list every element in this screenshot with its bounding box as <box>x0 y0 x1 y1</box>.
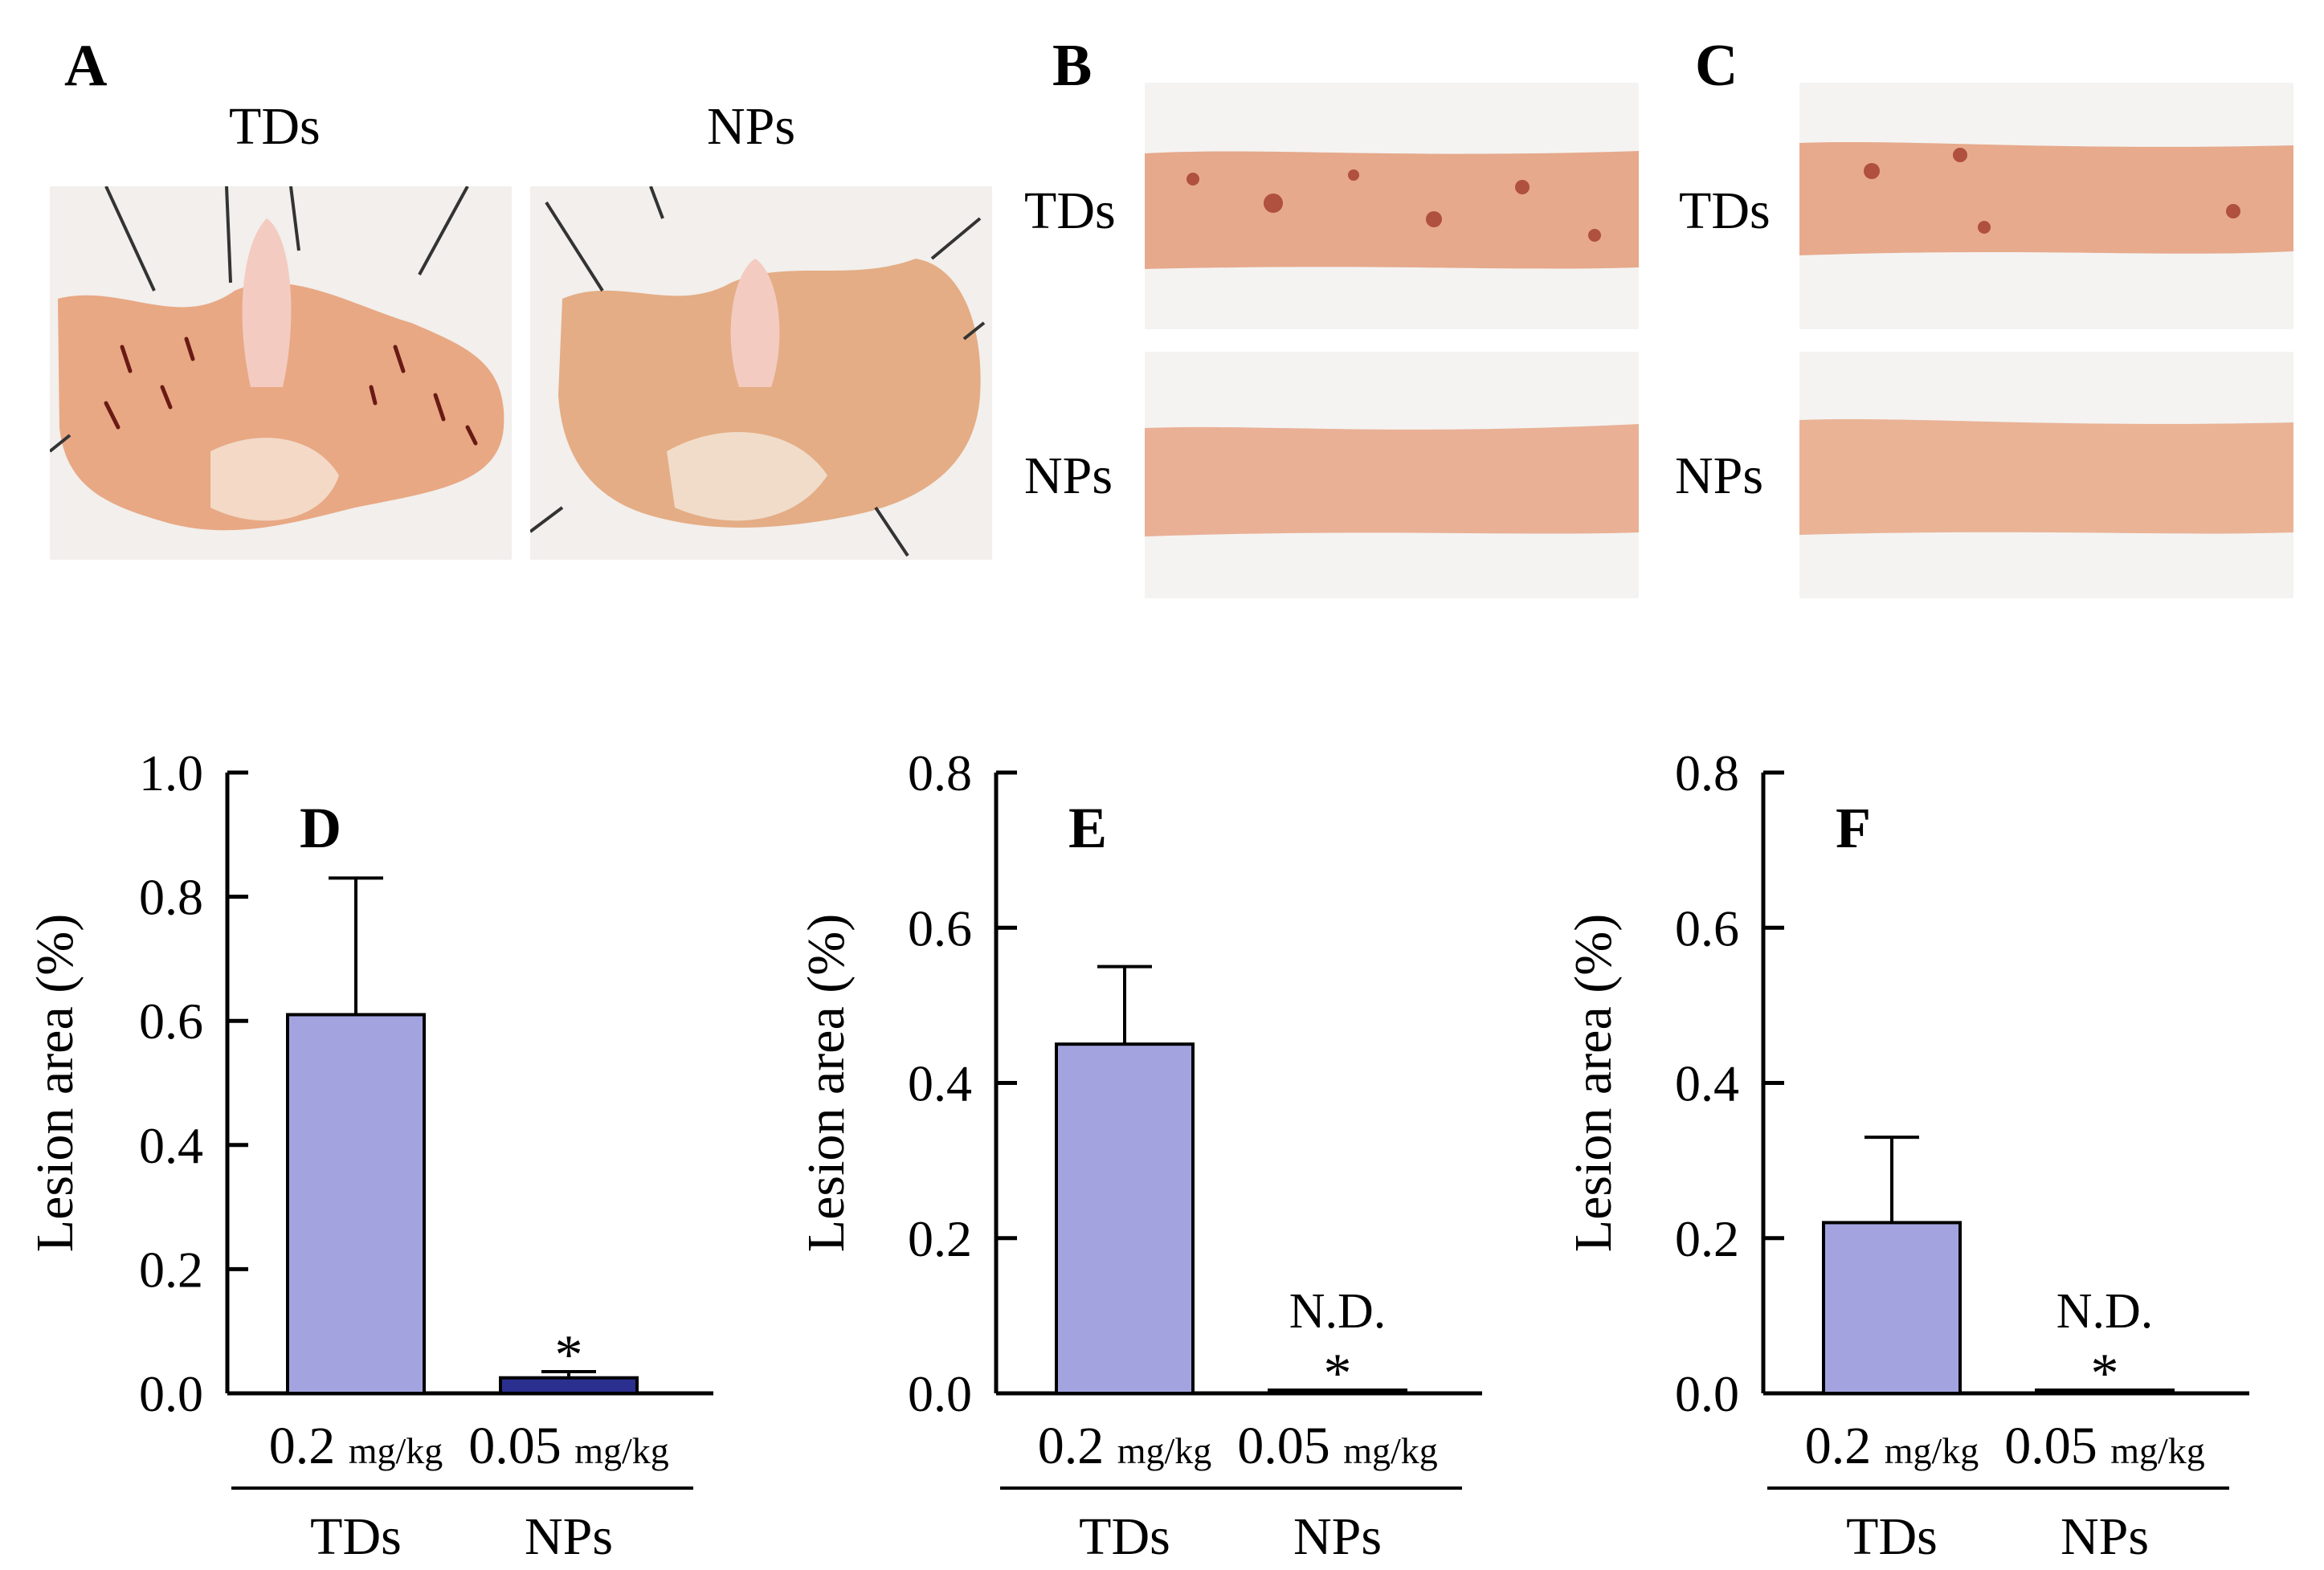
intestine-photo-tds <box>1145 83 1639 329</box>
chart-f-bar-tds <box>1822 1221 1962 1396</box>
chart-e-bar-nps <box>1268 1389 1407 1395</box>
chart-f-y-label: Lesion area (%) <box>1564 914 1623 1252</box>
chart-f-y-tick-label: 0.4 <box>1675 1055 1739 1112</box>
chart-e-panel-letter: E <box>1068 796 1107 860</box>
chart-e-annotation: N.D. <box>1289 1284 1387 1339</box>
chart-d-panel-letter: D <box>300 796 341 860</box>
chart-e-annotation: * <box>1324 1343 1352 1405</box>
chart-f-panel-letter: F <box>1836 796 1871 860</box>
chart-e-category-label-tds: TDs <box>1079 1507 1170 1566</box>
chart-f-y-tick-label: 0.2 <box>1675 1210 1739 1267</box>
chart-f-dose-unit: mg/kg <box>2110 1430 2205 1471</box>
chart-d-bar-tds <box>286 1013 426 1395</box>
chart-d-category-label-tds: TDs <box>310 1507 402 1566</box>
chart-e-y-tick-label: 0.8 <box>908 744 972 801</box>
chart-d-dose-unit: mg/kg <box>574 1430 669 1471</box>
chart-e-dose-label-tds: 0.2 mg/kg <box>1038 1417 1212 1475</box>
panel-letter-a: A <box>64 33 108 99</box>
panel-b-label-nps: NPs <box>1024 447 1113 505</box>
chart-f-dose-value: 0.2 <box>1805 1417 1885 1475</box>
chart-f-dose-unit: mg/kg <box>1885 1430 1979 1471</box>
panel-a-label-tds: TDs <box>229 97 321 156</box>
colon-photo-nps <box>1799 352 2293 598</box>
intestine-photo-nps <box>1145 352 1639 598</box>
chart-f-bar-nps <box>2035 1389 2175 1395</box>
chart-d-dose-unit: mg/kg <box>349 1430 443 1471</box>
chart-e-dose-unit: mg/kg <box>1117 1430 1212 1471</box>
chart-d-y-tick-label: 0.0 <box>139 1365 203 1422</box>
chart-d-dose-label-nps: 0.05 mg/kg <box>468 1417 669 1475</box>
chart-e-dose-label-nps: 0.05 mg/kg <box>1237 1417 1438 1475</box>
chart-f-dose-value: 0.05 <box>2004 1417 2110 1475</box>
colon-photo-tds <box>1799 83 2293 329</box>
chart-d-dose-value: 0.2 <box>269 1417 349 1475</box>
panel-letter-b: B <box>1052 33 1093 99</box>
chart-d-y-tick-label: 0.8 <box>139 869 203 926</box>
chart-f-y-tick-label: 0.0 <box>1675 1365 1739 1422</box>
chart-d-annotation: * <box>555 1324 583 1386</box>
chart-e-y-tick-label: 0.0 <box>908 1365 972 1422</box>
chart-d-y-tick-label: 0.6 <box>139 993 203 1050</box>
chart-e-dose-value: 0.2 <box>1038 1417 1117 1475</box>
chart-d-y-tick-label: 1.0 <box>139 744 203 801</box>
chart-e-y-tick-label: 0.6 <box>908 899 972 956</box>
chart-e-dose-unit: mg/kg <box>1343 1430 1438 1471</box>
chart-f-category-label-tds: TDs <box>1846 1507 1938 1566</box>
chart-f-dose-label-tds: 0.2 mg/kg <box>1805 1417 1979 1475</box>
chart-f-y-tick-label: 0.8 <box>1675 744 1739 801</box>
stomach-photo-tds <box>50 186 512 560</box>
chart-d-y-tick-label: 0.4 <box>139 1117 203 1174</box>
stomach-photo-nps <box>530 186 992 560</box>
chart-d-category-label-nps: NPs <box>525 1507 613 1566</box>
chart-e-category-label-nps: NPs <box>1293 1507 1382 1566</box>
chart-f-dose-label-nps: 0.05 mg/kg <box>2004 1417 2205 1475</box>
panel-c-label-tds: TDs <box>1679 181 1771 240</box>
chart-d-y-tick-label: 0.2 <box>139 1241 203 1298</box>
panel-a-label-nps: NPs <box>707 97 796 156</box>
chart-e-y-tick-label: 0.4 <box>908 1055 972 1112</box>
chart-d-dose-value: 0.05 <box>468 1417 574 1475</box>
chart-f-category-label-nps: NPs <box>2061 1507 2149 1566</box>
chart-d-dose-label-tds: 0.2 mg/kg <box>269 1417 443 1475</box>
chart-e-y-tick-label: 0.2 <box>908 1210 972 1267</box>
chart-e-dose-value: 0.05 <box>1237 1417 1343 1475</box>
chart-e-y-label: Lesion area (%) <box>797 914 856 1252</box>
chart-f-annotation: * <box>2091 1343 2119 1405</box>
panel-c-label-nps: NPs <box>1675 447 1764 505</box>
panel-letter-c: C <box>1695 33 1738 99</box>
chart-d-y-label: Lesion area (%) <box>26 914 84 1252</box>
chart-f-annotation: N.D. <box>2056 1284 2154 1339</box>
chart-e-bar-tds <box>1055 1042 1195 1395</box>
panel-b-label-tds: TDs <box>1024 181 1116 240</box>
chart-f-y-tick-label: 0.6 <box>1675 899 1739 956</box>
